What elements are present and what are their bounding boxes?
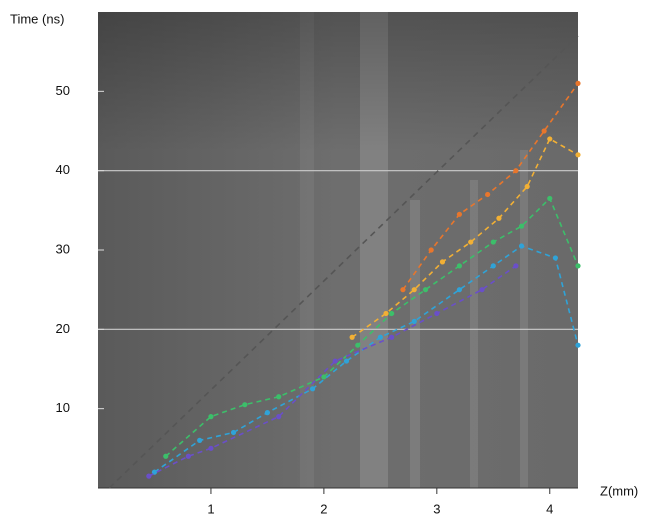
marker: [163, 453, 169, 459]
marker: [490, 263, 496, 269]
marker: [541, 128, 547, 134]
marker: [276, 394, 282, 400]
marker: [518, 243, 525, 249]
series-line: [108, 35, 579, 489]
marker: [479, 287, 485, 293]
marker: [575, 80, 581, 86]
marker: [332, 358, 338, 364]
marker: [400, 287, 406, 293]
marker: [377, 334, 383, 340]
marker: [151, 469, 158, 475]
marker: [513, 263, 519, 269]
marker: [389, 334, 395, 340]
y-tick-label: 50: [56, 83, 70, 98]
marker: [439, 259, 446, 265]
y-tick-label: 30: [56, 241, 70, 256]
image-background: [98, 12, 578, 488]
marker: [518, 223, 525, 229]
marker: [422, 287, 429, 293]
marker: [242, 402, 248, 408]
x-tick-label: 1: [207, 501, 214, 516]
marker: [383, 310, 389, 317]
marker: [208, 445, 214, 451]
marker: [230, 429, 237, 436]
marker: [208, 414, 214, 420]
y-tick-label: 40: [56, 162, 70, 177]
marker: [575, 152, 581, 158]
marker: [524, 183, 530, 190]
marker: [343, 358, 350, 364]
marker: [321, 374, 327, 380]
x-tick-label: 2: [320, 501, 327, 516]
marker: [185, 453, 191, 459]
marker: [547, 195, 553, 202]
marker: [389, 310, 395, 317]
marker: [485, 191, 491, 198]
marker: [264, 410, 271, 416]
marker: [547, 136, 553, 142]
marker: [411, 287, 417, 293]
marker: [355, 342, 361, 348]
marker: [146, 473, 152, 479]
marker: [428, 247, 434, 253]
y-tick-label: 20: [56, 321, 70, 336]
marker: [276, 414, 282, 420]
marker: [197, 437, 203, 443]
marker: [434, 310, 440, 317]
marker: [490, 239, 496, 245]
marker: [456, 211, 463, 217]
marker: [496, 215, 502, 221]
x-tick-label: 4: [546, 501, 553, 516]
x-tick-label: 3: [433, 501, 440, 516]
marker: [349, 334, 355, 340]
marker: [552, 255, 559, 261]
marker: [575, 342, 581, 348]
x-axis-label: Z(mm): [600, 483, 638, 498]
marker: [513, 168, 519, 174]
marker: [468, 239, 474, 245]
marker: [456, 287, 463, 293]
y-axis-label: Time (ns): [10, 11, 64, 26]
y-tick-label: 10: [56, 400, 70, 415]
marker: [456, 263, 463, 269]
marker: [575, 263, 581, 269]
marker: [309, 386, 316, 392]
marker: [411, 318, 417, 324]
